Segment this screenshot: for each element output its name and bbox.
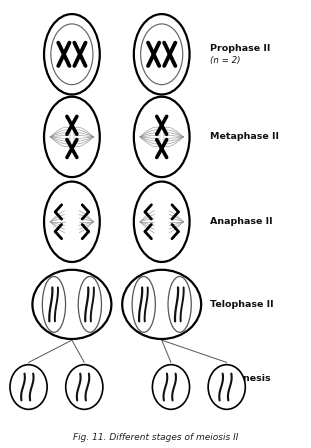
Circle shape: [44, 14, 100, 95]
Circle shape: [44, 181, 100, 262]
Circle shape: [44, 97, 100, 177]
Circle shape: [134, 181, 190, 262]
Ellipse shape: [10, 365, 47, 409]
Ellipse shape: [132, 276, 156, 332]
Ellipse shape: [78, 276, 101, 332]
Ellipse shape: [42, 276, 66, 332]
Circle shape: [51, 24, 93, 85]
Text: Cytokinesis: Cytokinesis: [210, 375, 271, 383]
Circle shape: [134, 14, 190, 95]
Text: Anaphase II: Anaphase II: [210, 217, 272, 226]
Ellipse shape: [168, 276, 191, 332]
Circle shape: [134, 97, 190, 177]
Text: (n = 2): (n = 2): [210, 56, 240, 65]
Text: Metaphase II: Metaphase II: [210, 133, 279, 142]
Text: (n = 2): (n = 2): [210, 385, 240, 394]
Ellipse shape: [152, 365, 190, 409]
Text: Fig. 11. Different stages of meiosis II: Fig. 11. Different stages of meiosis II: [73, 433, 238, 442]
Text: Prophase II: Prophase II: [210, 44, 270, 53]
Ellipse shape: [32, 270, 111, 339]
Text: Telophase II: Telophase II: [210, 300, 273, 309]
Ellipse shape: [208, 365, 245, 409]
Ellipse shape: [122, 270, 201, 339]
Ellipse shape: [66, 365, 103, 409]
Circle shape: [141, 24, 183, 85]
